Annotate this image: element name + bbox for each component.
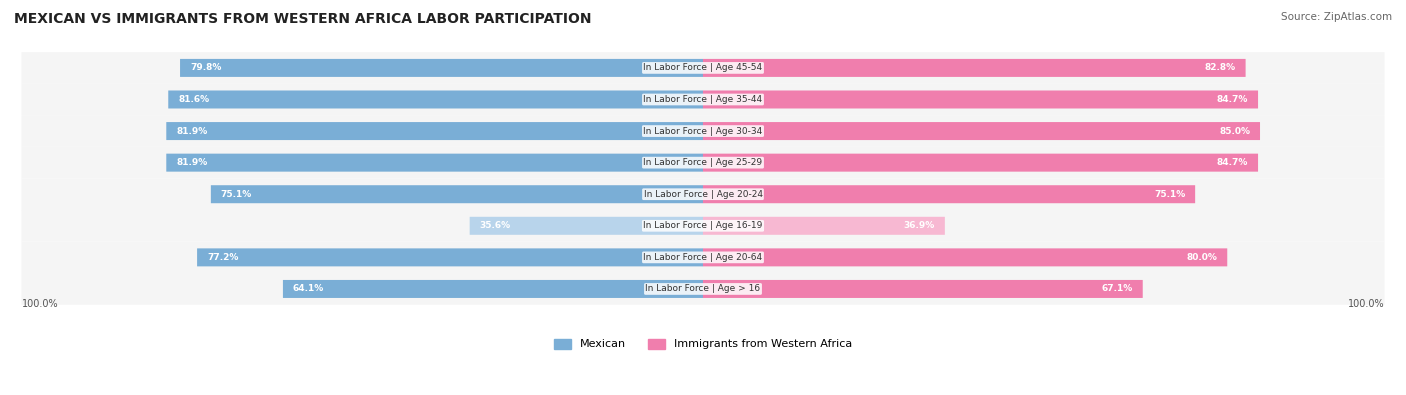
- FancyBboxPatch shape: [703, 248, 1227, 266]
- FancyBboxPatch shape: [21, 147, 1385, 179]
- Text: 77.2%: 77.2%: [207, 253, 239, 262]
- Text: In Labor Force | Age 35-44: In Labor Force | Age 35-44: [644, 95, 762, 104]
- Text: 81.9%: 81.9%: [176, 126, 208, 135]
- FancyBboxPatch shape: [21, 52, 1385, 84]
- Text: 79.8%: 79.8%: [190, 64, 221, 72]
- FancyBboxPatch shape: [211, 185, 703, 203]
- FancyBboxPatch shape: [166, 154, 703, 172]
- Text: 67.1%: 67.1%: [1101, 284, 1133, 293]
- FancyBboxPatch shape: [166, 122, 703, 140]
- Text: In Labor Force | Age 30-34: In Labor Force | Age 30-34: [644, 126, 762, 135]
- Text: In Labor Force | Age > 16: In Labor Force | Age > 16: [645, 284, 761, 293]
- Text: 81.9%: 81.9%: [176, 158, 208, 167]
- Text: In Labor Force | Age 20-64: In Labor Force | Age 20-64: [644, 253, 762, 262]
- Text: 64.1%: 64.1%: [292, 284, 323, 293]
- Text: 82.8%: 82.8%: [1205, 64, 1236, 72]
- FancyBboxPatch shape: [703, 59, 1246, 77]
- Text: 75.1%: 75.1%: [221, 190, 252, 199]
- FancyBboxPatch shape: [21, 210, 1385, 242]
- Text: 80.0%: 80.0%: [1187, 253, 1218, 262]
- FancyBboxPatch shape: [703, 90, 1258, 109]
- Text: In Labor Force | Age 45-54: In Labor Force | Age 45-54: [644, 64, 762, 72]
- Text: Source: ZipAtlas.com: Source: ZipAtlas.com: [1281, 12, 1392, 22]
- FancyBboxPatch shape: [197, 248, 703, 266]
- Text: 84.7%: 84.7%: [1216, 158, 1249, 167]
- FancyBboxPatch shape: [470, 217, 703, 235]
- FancyBboxPatch shape: [21, 115, 1385, 147]
- Text: In Labor Force | Age 20-24: In Labor Force | Age 20-24: [644, 190, 762, 199]
- Text: MEXICAN VS IMMIGRANTS FROM WESTERN AFRICA LABOR PARTICIPATION: MEXICAN VS IMMIGRANTS FROM WESTERN AFRIC…: [14, 12, 592, 26]
- FancyBboxPatch shape: [703, 217, 945, 235]
- FancyBboxPatch shape: [180, 59, 703, 77]
- Text: 35.6%: 35.6%: [479, 221, 510, 230]
- FancyBboxPatch shape: [21, 242, 1385, 273]
- Text: In Labor Force | Age 25-29: In Labor Force | Age 25-29: [644, 158, 762, 167]
- FancyBboxPatch shape: [703, 185, 1195, 203]
- FancyBboxPatch shape: [21, 273, 1385, 305]
- FancyBboxPatch shape: [21, 179, 1385, 210]
- FancyBboxPatch shape: [703, 154, 1258, 172]
- Text: 36.9%: 36.9%: [904, 221, 935, 230]
- Text: 81.6%: 81.6%: [179, 95, 209, 104]
- FancyBboxPatch shape: [21, 84, 1385, 115]
- Legend: Mexican, Immigrants from Western Africa: Mexican, Immigrants from Western Africa: [550, 334, 856, 354]
- Text: 85.0%: 85.0%: [1219, 126, 1250, 135]
- FancyBboxPatch shape: [283, 280, 703, 298]
- Text: 75.1%: 75.1%: [1154, 190, 1185, 199]
- FancyBboxPatch shape: [703, 280, 1143, 298]
- Text: 100.0%: 100.0%: [1348, 299, 1385, 308]
- Text: In Labor Force | Age 16-19: In Labor Force | Age 16-19: [644, 221, 762, 230]
- Text: 84.7%: 84.7%: [1216, 95, 1249, 104]
- FancyBboxPatch shape: [169, 90, 703, 109]
- Text: 100.0%: 100.0%: [21, 299, 58, 308]
- FancyBboxPatch shape: [703, 122, 1260, 140]
